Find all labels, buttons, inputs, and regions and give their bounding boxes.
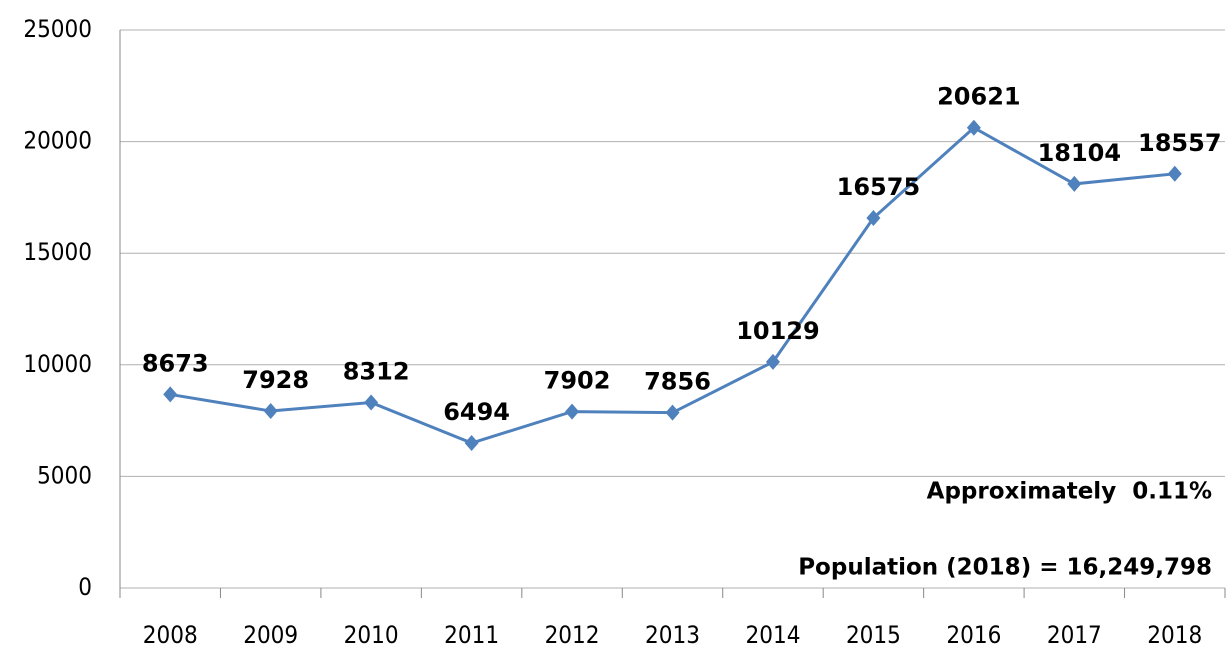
x-tick-label: 2011 [444,621,499,649]
marker [263,403,278,420]
x-tick-label: 2016 [946,621,1001,649]
data-label: 7928 [242,366,309,394]
x-tick-label: 2014 [745,621,800,649]
marker [464,435,479,452]
data-label: 18557 [1138,129,1222,157]
y-tick-label: 5000 [37,461,92,489]
data-label: 7856 [644,368,711,396]
x-tick-label: 2018 [1147,621,1202,649]
marker [163,386,178,403]
annotation: Approximately 0.11% [927,479,1212,505]
x-tick-label: 2015 [846,621,901,649]
x-tick-label: 2010 [344,621,399,649]
marker [966,119,981,136]
marker [866,210,881,227]
x-tick-label: 2008 [143,621,198,649]
data-label: 20621 [937,83,1021,111]
data-label: 8312 [343,357,410,385]
annotation: Population (2018) = 16,249,798 [798,555,1212,581]
data-label: 16575 [837,173,921,201]
x-tick-label: 2012 [545,621,600,649]
marker [765,353,780,370]
data-label: 8673 [142,349,209,377]
x-tick-label: 2017 [1047,621,1102,649]
x-tick-label: 2009 [243,621,298,649]
data-label: 7902 [544,367,611,395]
y-tick-label: 20000 [23,127,92,155]
marker [565,403,580,420]
y-tick-label: 10000 [23,350,92,378]
marker [364,394,379,411]
y-tick-label: 25000 [23,15,92,43]
y-tick-label: 15000 [23,238,92,266]
data-label: 6494 [443,398,510,426]
marker [665,404,680,421]
marker [1167,165,1182,182]
x-tick-label: 2013 [645,621,700,649]
y-tick-label: 0 [78,573,92,601]
line [169,125,1175,445]
marker [1067,175,1082,192]
data-label: 18104 [1038,139,1122,167]
data-label: 10129 [736,317,820,345]
